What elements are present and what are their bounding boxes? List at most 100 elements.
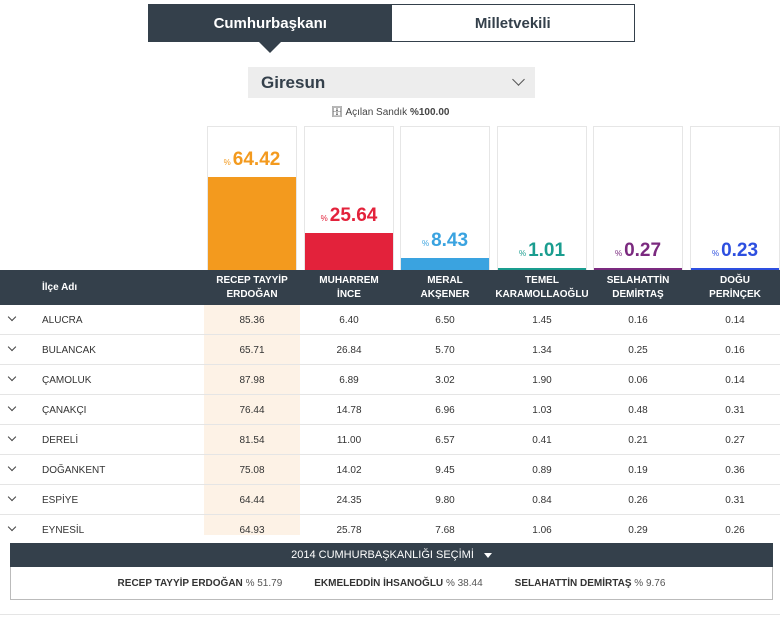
chevron-down-icon[interactable] [7,432,17,442]
candidate-card: % 1.01 [497,126,587,270]
candidate-name-line1: RECEP TAYYİP [216,275,288,286]
header-candidate: DOĞU PERİNÇEK [687,274,780,302]
vote-bar [305,233,393,270]
candidate-name-line1: DOĞU [720,275,750,286]
percent-sign: % [320,214,328,224]
vote-cell: 1.03 [532,405,552,416]
history-result: RECEP TAYYİP ERDOĞAN % 51.79 [118,578,283,589]
vote-cell: 0.16 [628,315,648,326]
table-row[interactable]: ESPİYE 64.44 24.35 9.80 0.84 0.26 0.31 [0,485,780,515]
vote-bar [401,257,489,270]
vote-cell: 0.48 [628,405,648,416]
vote-cell: 0.14 [725,315,745,326]
vote-cell: 87.98 [239,375,265,386]
province-select[interactable]: Giresun [248,67,535,98]
table-row[interactable]: ÇANAKÇI 76.44 14.78 6.96 1.03 0.48 0.31 [0,395,780,425]
candidate-name-line2: KARAMOLLAOĞLU [495,289,589,300]
district-name: DERELİ [42,435,79,446]
table-header: İlçe Adı RECEP TAYYİP ERDOĞAN MUHARREM İNCE… [0,270,780,305]
header-candidate: SELAHATTİN DEMİRTAŞ [590,274,686,302]
chevron-down-icon[interactable] [7,462,17,472]
opened-ballot-box: 🗄 Açılan Sandık %100.00 [0,107,780,118]
election-type-tabs: Cumhurbaşkanı Milletvekili [148,4,635,53]
district-name: ALUCRA [42,315,83,326]
chevron-down-icon[interactable] [7,312,17,322]
table-row[interactable]: ALUCRA 85.36 6.40 6.50 1.45 0.16 0.14 [0,305,780,335]
vote-cell: 65.71 [239,345,265,356]
history-value: % 38.44 [445,577,483,589]
history-result: SELAHATTİN DEMİRTAŞ % 9.76 [515,578,666,589]
chevron-down-icon [512,73,525,86]
vote-value: 0.23 [721,240,759,261]
chevron-down-icon[interactable] [7,492,17,502]
chevron-down-icon[interactable] [7,342,17,352]
candidate-name-line2: ERDOĞAN [226,289,278,300]
winner-column-highlight [204,305,300,535]
percent-sign: % [614,249,623,258]
vote-bar [208,177,296,270]
candidate-name-line2: PERİNÇEK [709,289,761,300]
candidate-name-line1: SELAHATTİN [606,275,670,286]
district-name: ÇAMOLUK [42,375,92,386]
district-name: ÇANAKÇI [42,405,87,416]
chevron-down-icon[interactable] [7,522,17,532]
percent-sign: % [711,249,720,258]
vote-cell: 0.27 [725,435,745,446]
table-row[interactable]: ÇAMOLUK 87.98 6.89 3.02 1.90 0.06 0.14 [0,365,780,395]
vote-cell: 0.89 [532,465,552,476]
vote-percent: % 1.01 [498,240,586,262]
chevron-down-icon[interactable] [7,372,17,382]
history-name: SELAHATTİN DEMİRTAŞ [514,577,632,589]
vote-bar [498,268,586,270]
candidate-name-line2: DEMİRTAŞ [612,289,664,300]
table-row[interactable]: DOĞANKENT 75.08 14.02 9.45 0.89 0.19 0.36 [0,455,780,485]
vote-cell: 6.89 [339,375,359,386]
vote-cell: 9.45 [435,465,455,476]
district-name: EYNESİL [42,525,85,535]
candidate-name-line1: TEMEL [525,275,559,286]
history-results: RECEP TAYYİP ERDOĞAN % 51.79 EKMELEDDİN … [10,567,773,600]
vote-cell: 0.41 [532,435,552,446]
vote-cell: 0.36 [725,465,745,476]
vote-value: 64.42 [232,149,281,171]
history-name: RECEP TAYYİP ERDOĞAN [117,577,243,589]
table-row[interactable]: EYNESİL 64.93 25.78 7.68 1.06 0.29 0.26 [0,515,780,535]
vote-cell: 75.08 [239,465,265,476]
vote-cell: 6.57 [435,435,455,446]
vote-cell: 1.34 [532,345,552,356]
candidate-name-line2: İNCE [337,289,361,300]
vote-cell: 64.44 [239,495,265,506]
vote-percent: % 0.27 [594,240,682,262]
district-table[interactable]: ALUCRA 85.36 6.40 6.50 1.45 0.16 0.14 BULANCAK 6… [0,305,780,535]
tab-milletvekili[interactable]: Milletvekili [391,5,634,41]
opened-label: Açılan Sandık [345,107,408,118]
percent-sign: % [223,158,231,168]
chevron-down-icon[interactable] [7,402,17,412]
vote-cell: 24.35 [336,495,362,506]
vote-bar [691,268,779,270]
vote-cell: 0.31 [725,495,745,506]
candidate-name-line1: MERAL [427,275,463,286]
vote-cell: 26.84 [336,345,362,356]
vote-cell: 76.44 [239,405,265,416]
vote-cell: 1.06 [532,525,552,535]
candidate-name-line2: AKŞENER [420,289,470,300]
history-dropdown[interactable]: 2014 CUMHURBAŞKANLIĞI SEÇİMİ [10,543,773,567]
vote-percent: % 8.43 [401,230,489,252]
candidate-card: % 0.23 [690,126,780,270]
vote-cell: 0.26 [725,525,745,535]
table-row[interactable]: DERELİ 81.54 11.00 6.57 0.41 0.21 0.27 [0,425,780,455]
vote-cell: 0.21 [628,435,648,446]
vote-cell: 0.84 [532,495,552,506]
tab-cumhurbaskani[interactable]: Cumhurbaşkanı [149,5,392,53]
vote-value: 1.01 [528,240,566,261]
vote-cell: 1.90 [532,375,552,386]
vote-value: 0.27 [624,240,662,261]
vote-cell: 0.31 [725,405,745,416]
candidate-card: % 0.27 [593,126,683,270]
vote-cell: 6.96 [435,405,455,416]
table-row[interactable]: BULANCAK 65.71 26.84 5.70 1.34 0.25 0.16 [0,335,780,365]
vote-cell: 0.19 [628,465,648,476]
header-district: İlçe Adı [42,282,78,293]
vote-value: 8.43 [431,229,469,251]
